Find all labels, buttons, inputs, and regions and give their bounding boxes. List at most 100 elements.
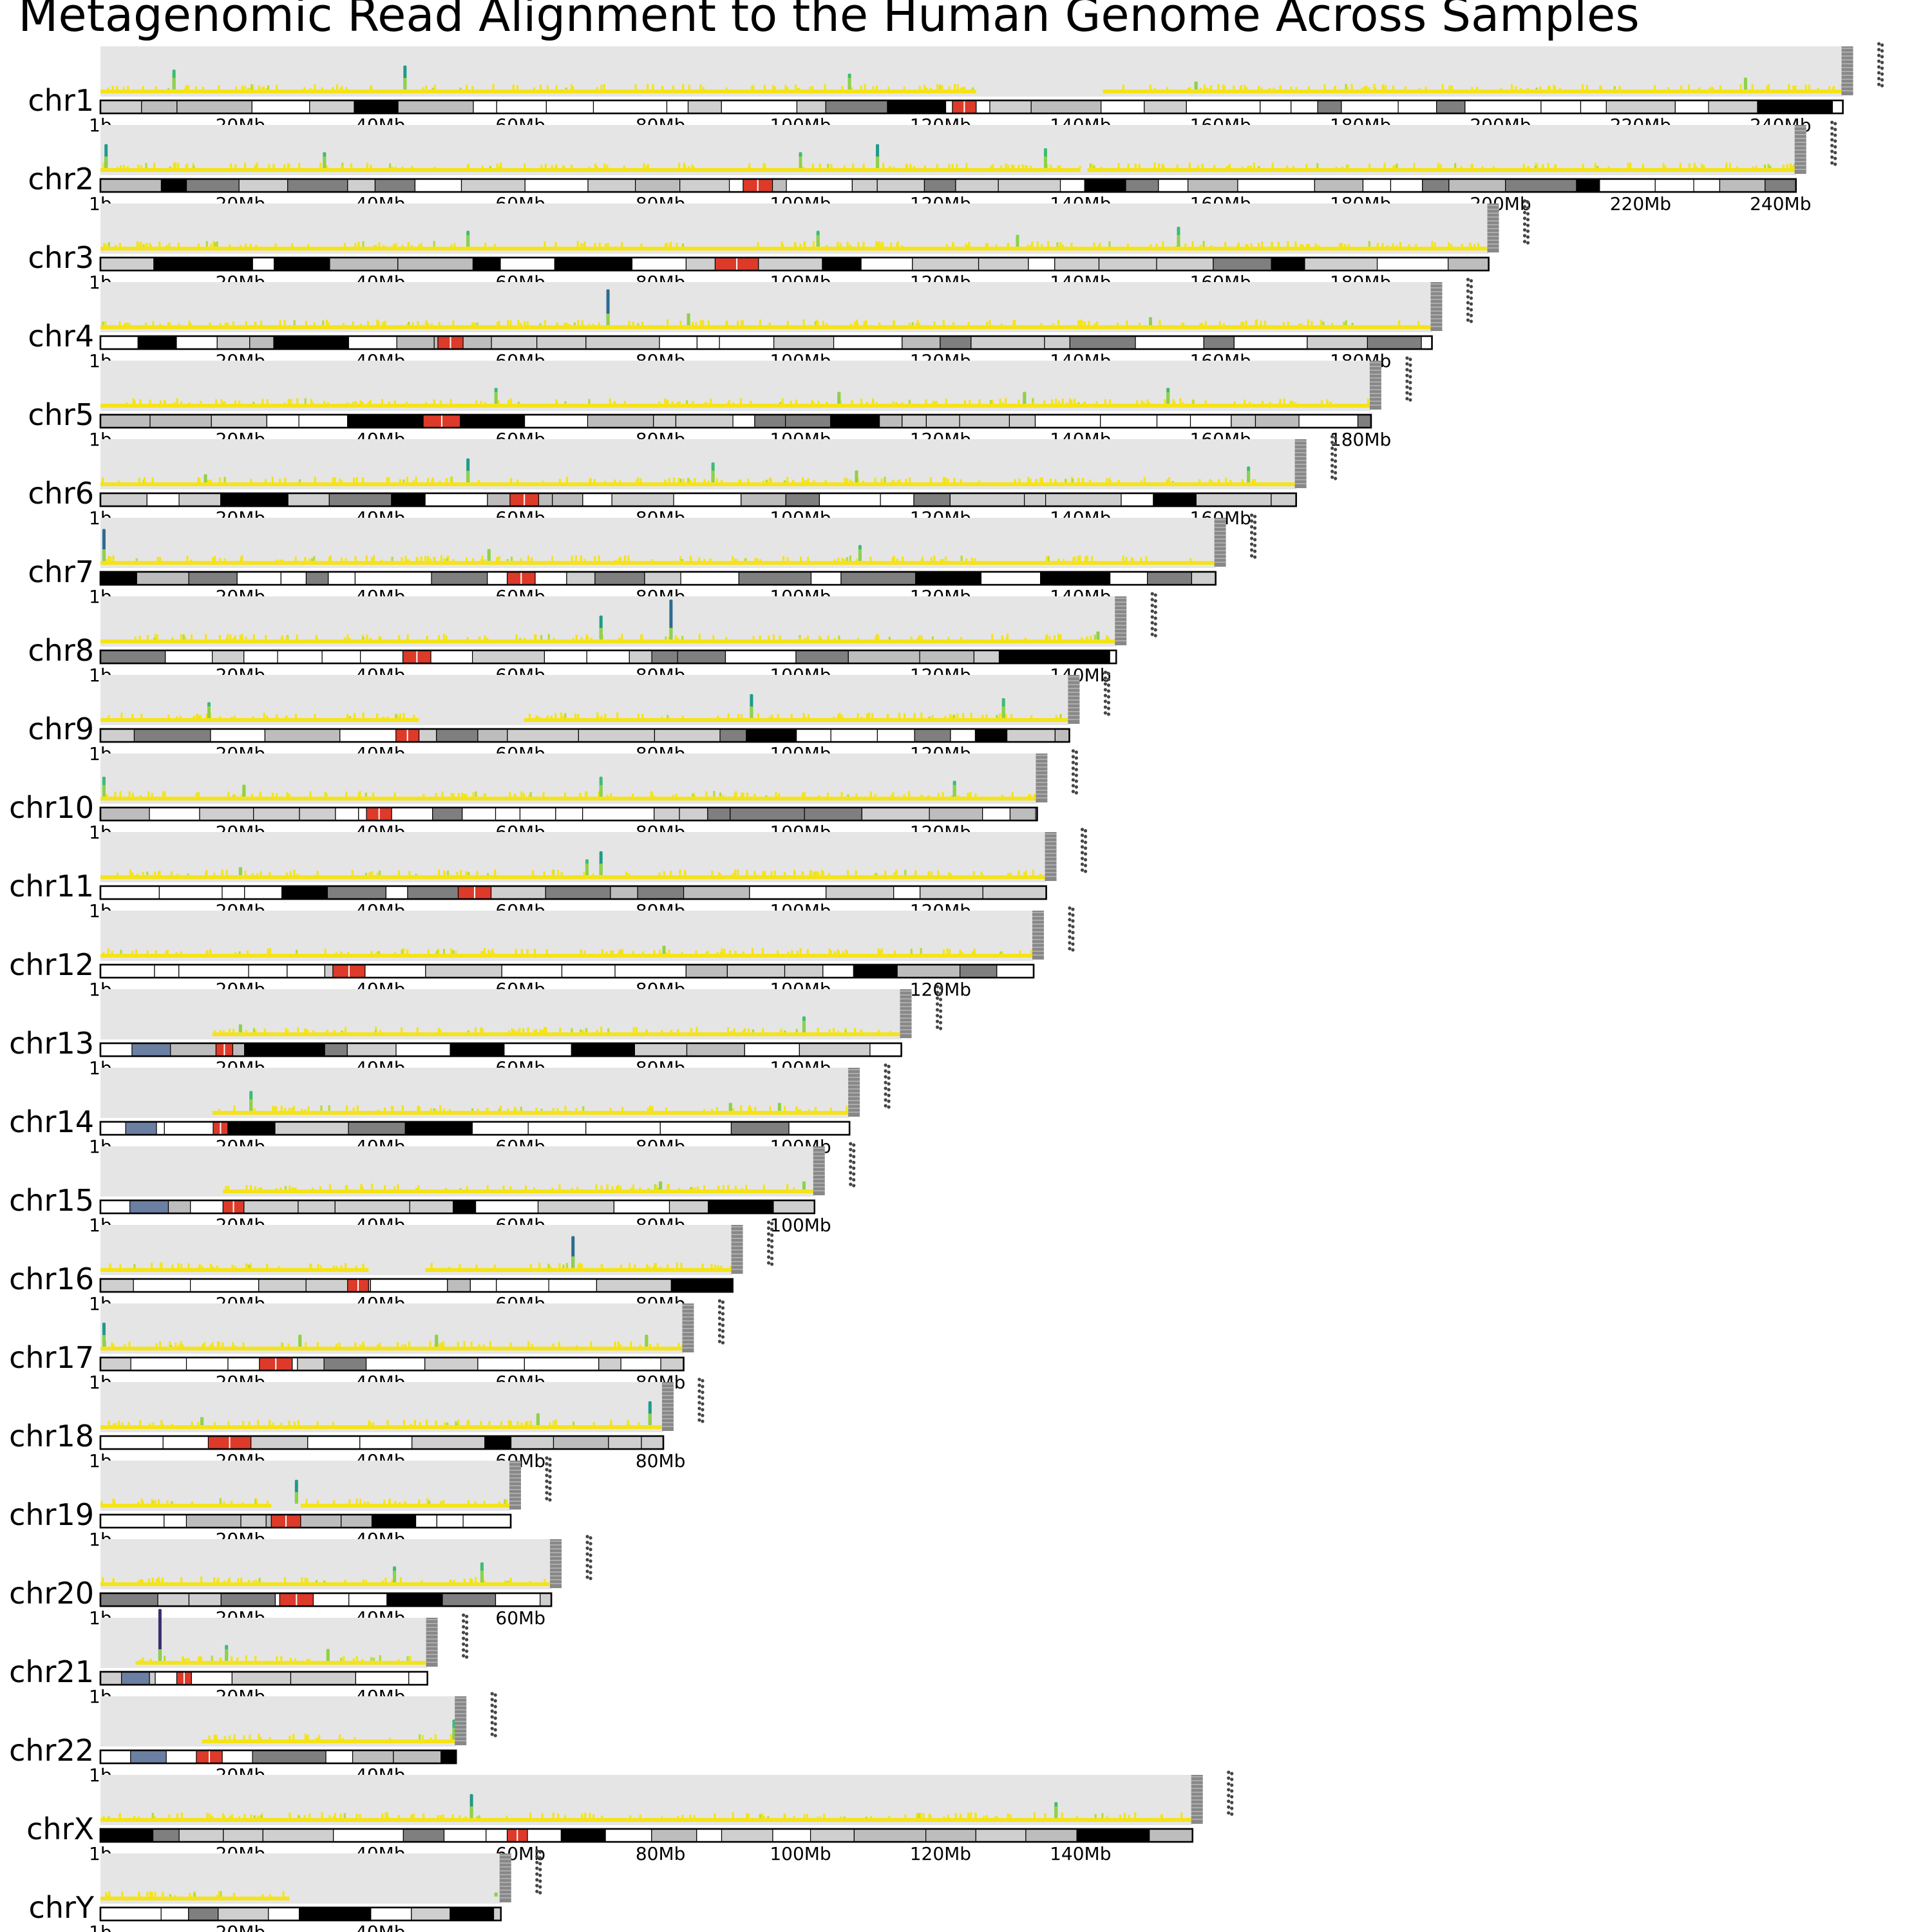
sample-dot [1071, 907, 1075, 911]
coverage-bump [842, 951, 844, 954]
coverage-bump [344, 1579, 346, 1582]
cytoband [436, 728, 478, 743]
ideogram-border [99, 1356, 685, 1372]
cytoband [989, 100, 1032, 114]
coverage-bump [1553, 84, 1555, 90]
coverage-bump [500, 1421, 503, 1425]
sample-stack-bar [1430, 282, 1443, 331]
coverage-bump [341, 1030, 343, 1032]
coverage-bump [169, 166, 171, 168]
coverage-bump [131, 793, 134, 797]
coverage-bump [1094, 634, 1096, 639]
coverage-bump [685, 400, 688, 404]
sample-dot [1080, 868, 1084, 872]
coverage-bump [837, 557, 840, 561]
coverage-bump [111, 86, 114, 90]
cytoband [785, 493, 820, 507]
tick-label: 240Mb [1750, 193, 1811, 214]
coverage-bump [657, 1188, 659, 1189]
coverage-bump [160, 1419, 163, 1425]
coverage-bump [320, 1105, 323, 1111]
coverage-peak-base [323, 156, 327, 168]
cytoband [679, 178, 730, 193]
coverage-bump [1099, 242, 1101, 247]
cytoband [1708, 100, 1758, 114]
coverage-bump [948, 949, 951, 954]
coverage-bump [309, 791, 312, 797]
sample-dot [585, 1558, 589, 1562]
cytoband [730, 807, 805, 821]
cytoband [133, 1278, 191, 1293]
cytoband [996, 964, 1034, 978]
coverage-bump [1739, 84, 1742, 90]
coverage-bump [296, 398, 299, 404]
sample-dot [770, 1222, 774, 1226]
coverage-bump [289, 1658, 292, 1661]
coverage-bump [1146, 399, 1149, 404]
sample-dot [852, 1184, 856, 1188]
coverage-bump [507, 1108, 509, 1111]
cytoband [436, 1514, 464, 1528]
sample-dot [697, 1406, 701, 1410]
coverage-bump [307, 1106, 310, 1111]
coverage-bump [223, 1580, 225, 1582]
coverage-bump [499, 1105, 502, 1111]
coverage-baseline [100, 482, 1296, 486]
coverage-bump [306, 1578, 308, 1582]
coverage-bump [837, 1030, 839, 1032]
coverage-baseline [100, 1818, 1193, 1822]
coverage-baseline [100, 1425, 663, 1429]
coverage-bump [181, 1344, 184, 1347]
cytoband [730, 1121, 790, 1135]
cytoband [1101, 100, 1145, 114]
coverage-bump [242, 1342, 245, 1347]
cytoband [592, 100, 668, 114]
coverage-bump [994, 1816, 997, 1818]
coverage-bump [819, 164, 822, 168]
sample-dot [697, 1389, 701, 1393]
coverage-bump [368, 872, 371, 875]
track-panel [100, 282, 1432, 332]
coverage-bump [361, 1659, 364, 1661]
sample-dot [766, 1220, 771, 1224]
cytoband [160, 178, 187, 193]
coverage-bump [716, 952, 719, 954]
coverage-bump [542, 480, 544, 482]
coverage-bump [590, 638, 592, 639]
cytoband [754, 414, 786, 428]
coverage-bump [674, 635, 677, 639]
coverage-bump [677, 1188, 681, 1189]
coverage-bump [1117, 163, 1120, 168]
chromosome-label: chr11 [9, 869, 94, 904]
coverage-bump [524, 1422, 527, 1425]
cytoband [1189, 414, 1232, 428]
coverage-bump [960, 636, 963, 639]
coverage-bump [323, 1580, 326, 1582]
coverage-bump [426, 556, 430, 561]
sample-dot [717, 1316, 722, 1320]
coverage-bump [419, 1734, 421, 1739]
sample-dot [770, 1262, 774, 1266]
coverage-bump [445, 636, 448, 639]
coverage-bump [1782, 164, 1785, 168]
coverage-bump [354, 243, 357, 247]
coverage-bump [212, 241, 215, 247]
coverage-bump [426, 323, 430, 325]
coverage-bump [354, 401, 357, 404]
coverage-bump [596, 87, 598, 90]
coverage-bump [1096, 321, 1099, 325]
coverage-bump [942, 949, 945, 954]
coverage-bump [1793, 164, 1795, 168]
coverage-bump [865, 319, 867, 325]
cytoband [314, 336, 349, 350]
coverage-bump [129, 869, 131, 875]
coverage-bump [623, 165, 625, 168]
coverage-bump [1450, 85, 1454, 90]
sample-dot [887, 1065, 891, 1068]
coverage-bump [178, 1344, 181, 1347]
coverage-bump [1250, 243, 1253, 247]
sample-dot [1833, 133, 1837, 137]
sample-dot [465, 1649, 469, 1653]
coverage-bump [944, 715, 947, 718]
sample-dot [585, 1535, 589, 1539]
